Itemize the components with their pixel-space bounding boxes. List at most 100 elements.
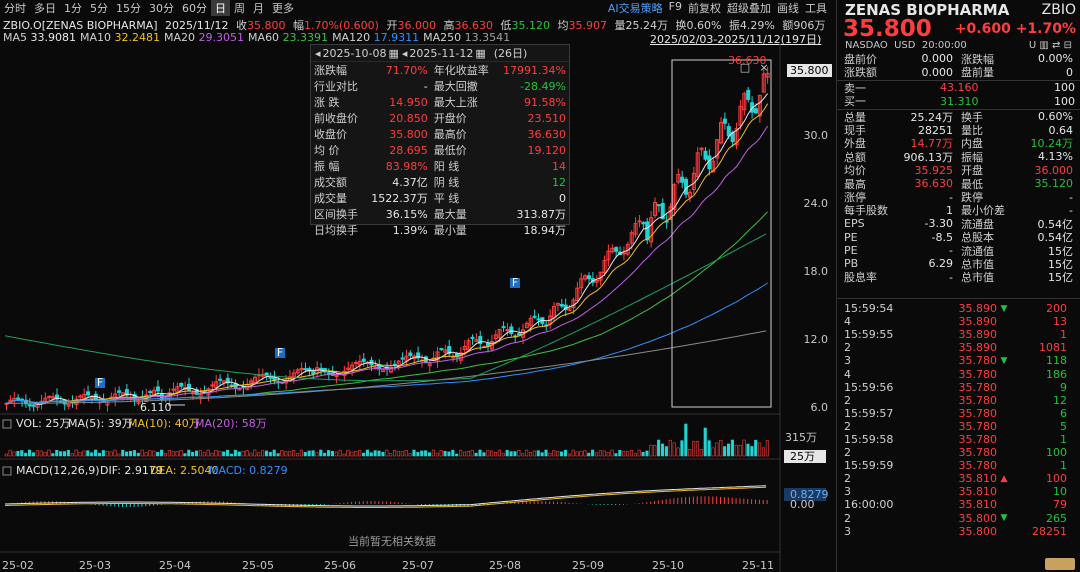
tab-week[interactable]: 周 [234, 2, 245, 15]
candle-body [443, 349, 448, 353]
calendar-icon[interactable]: ▦ [388, 46, 399, 60]
volume-bar [377, 450, 381, 457]
tab-5min[interactable]: 5分 [90, 2, 108, 15]
tab-15min[interactable]: 15分 [116, 2, 141, 15]
x-axis-tick: 25-06 [324, 559, 356, 572]
volume-bar [385, 449, 389, 457]
stat-value: 0.64 [1048, 123, 1074, 137]
swap-icon[interactable]: ⇄ [1052, 40, 1061, 51]
x-axis-tick: 25-11 [742, 559, 774, 572]
date-range[interactable]: 2025/02/03-2025/11/12(197日) [650, 33, 822, 46]
volume-bar [606, 452, 610, 457]
collapse-icon[interactable]: ⊟ [1063, 40, 1072, 51]
candle-body [738, 105, 743, 126]
popup-label: 涨 跌 [314, 96, 340, 109]
stat-label: 盘前价 [844, 52, 877, 66]
tab-month[interactable]: 月 [253, 2, 264, 15]
tick-price: 35.780 [958, 367, 998, 381]
volume-bar [82, 450, 86, 457]
app-badge-icon[interactable] [1045, 558, 1075, 570]
tick-time: 15:59:59 [844, 459, 894, 473]
stat-label: 最低 [961, 177, 983, 191]
calendar-icon[interactable]: ▦ [475, 46, 486, 60]
ai-strategy-button[interactable]: AI交易策略 [607, 2, 663, 15]
volume-bar [668, 439, 672, 457]
macd-axis-tick: 0.8279 [790, 488, 829, 501]
volume-bar [626, 451, 630, 457]
volume-bar [268, 452, 272, 457]
interval-stats-popup[interactable]: ◂ 2025-10-08 ▦ ◂ 2025-11-12 ▦ (26日) 涨跌幅 7… [310, 44, 570, 237]
tab-fenshi[interactable]: 分时 [4, 2, 26, 15]
volume-bar [346, 449, 350, 457]
ma-legend-label: MA60 [248, 31, 283, 44]
candle-body [486, 342, 491, 347]
f9-button[interactable]: F9 [668, 0, 682, 13]
grid-icon[interactable]: ▥ [1039, 40, 1049, 51]
tab-more[interactable]: 更多 [272, 2, 294, 15]
tick-price: 35.780 [958, 380, 998, 394]
tick-time: 4 [844, 315, 851, 329]
tab-day[interactable]: 日 [211, 0, 230, 16]
candle-body [586, 275, 591, 280]
volume-bar [78, 452, 82, 457]
price-change: +0.600 +1.70% [955, 21, 1076, 37]
macd-tag [784, 488, 826, 501]
popup-label: 收盘价 [314, 128, 347, 141]
stat-row: 股息率 - 总市值 15亿 [837, 271, 1080, 285]
ma-legend-item: MA60 23.3391 [248, 31, 328, 44]
last-price-tag: 35.800 [787, 64, 832, 77]
volume-bar [560, 451, 564, 457]
adjust-button[interactable]: 前复权 [688, 2, 721, 15]
volume-bar [598, 450, 602, 457]
u-icon[interactable]: U [1028, 40, 1037, 51]
candle-body [458, 352, 463, 361]
candle-body [357, 360, 362, 366]
volume-bar [420, 450, 424, 457]
popup-to-date[interactable]: 2025-11-12 [409, 46, 474, 60]
stat-label: PE [844, 244, 858, 258]
candle-body [684, 178, 689, 195]
stat-value: 906.13万 [903, 150, 954, 164]
tab-1min[interactable]: 1分 [64, 2, 82, 15]
ma-legend-item: MA5 33.9081 [3, 31, 76, 44]
popup-value: 36.15% [385, 207, 428, 221]
candle-body [757, 94, 762, 117]
candle-body [27, 404, 32, 407]
tab-30min[interactable]: 30分 [149, 2, 174, 15]
tick-list[interactable]: 15:59:54 35.890 ▼ 200 4 35.890 13 15:59:55 35.89… [837, 302, 1080, 538]
popup-prev-icon[interactable]: ◂ [315, 46, 321, 60]
candle-body [451, 356, 456, 359]
volume-bar [109, 451, 113, 457]
volume-bar [451, 449, 455, 457]
volume-bar [47, 449, 51, 457]
popup-from-date[interactable]: 2025-10-08 [322, 46, 387, 60]
candle-body [524, 322, 529, 329]
volume-bar [24, 452, 28, 457]
popup-value: 28.695 [389, 143, 428, 157]
popup-value: -28.49% [520, 79, 566, 93]
volume-bar [416, 452, 420, 457]
candle-body [649, 217, 654, 243]
popup-value: 0 [559, 191, 566, 205]
tick-price: 35.780 [958, 446, 998, 460]
volume-bar [462, 451, 467, 457]
tab-duori[interactable]: 多日 [34, 2, 56, 15]
volume-bar [113, 449, 117, 457]
volume-bar [55, 449, 59, 457]
overlay-button[interactable]: 超级叠加 [727, 2, 771, 15]
macd-axis-tick: 0.00 [790, 498, 815, 511]
volume-bar [400, 451, 404, 457]
tools-button[interactable]: 工具 [805, 2, 827, 15]
stat-label: PB [844, 257, 859, 271]
stat-label: 跌停 [961, 191, 983, 205]
draw-button[interactable]: 画线 [777, 2, 799, 15]
popup-label: 涨跌幅 [314, 64, 347, 77]
volume-bar [171, 451, 175, 457]
candle-body [726, 126, 731, 137]
tab-60min[interactable]: 60分 [182, 2, 207, 15]
volume-bar [723, 446, 727, 457]
down-arrow-icon: ▼ [1000, 355, 1008, 366]
popup-next-icon[interactable]: ◂ [401, 46, 408, 60]
collapse-icon [2, 419, 12, 429]
